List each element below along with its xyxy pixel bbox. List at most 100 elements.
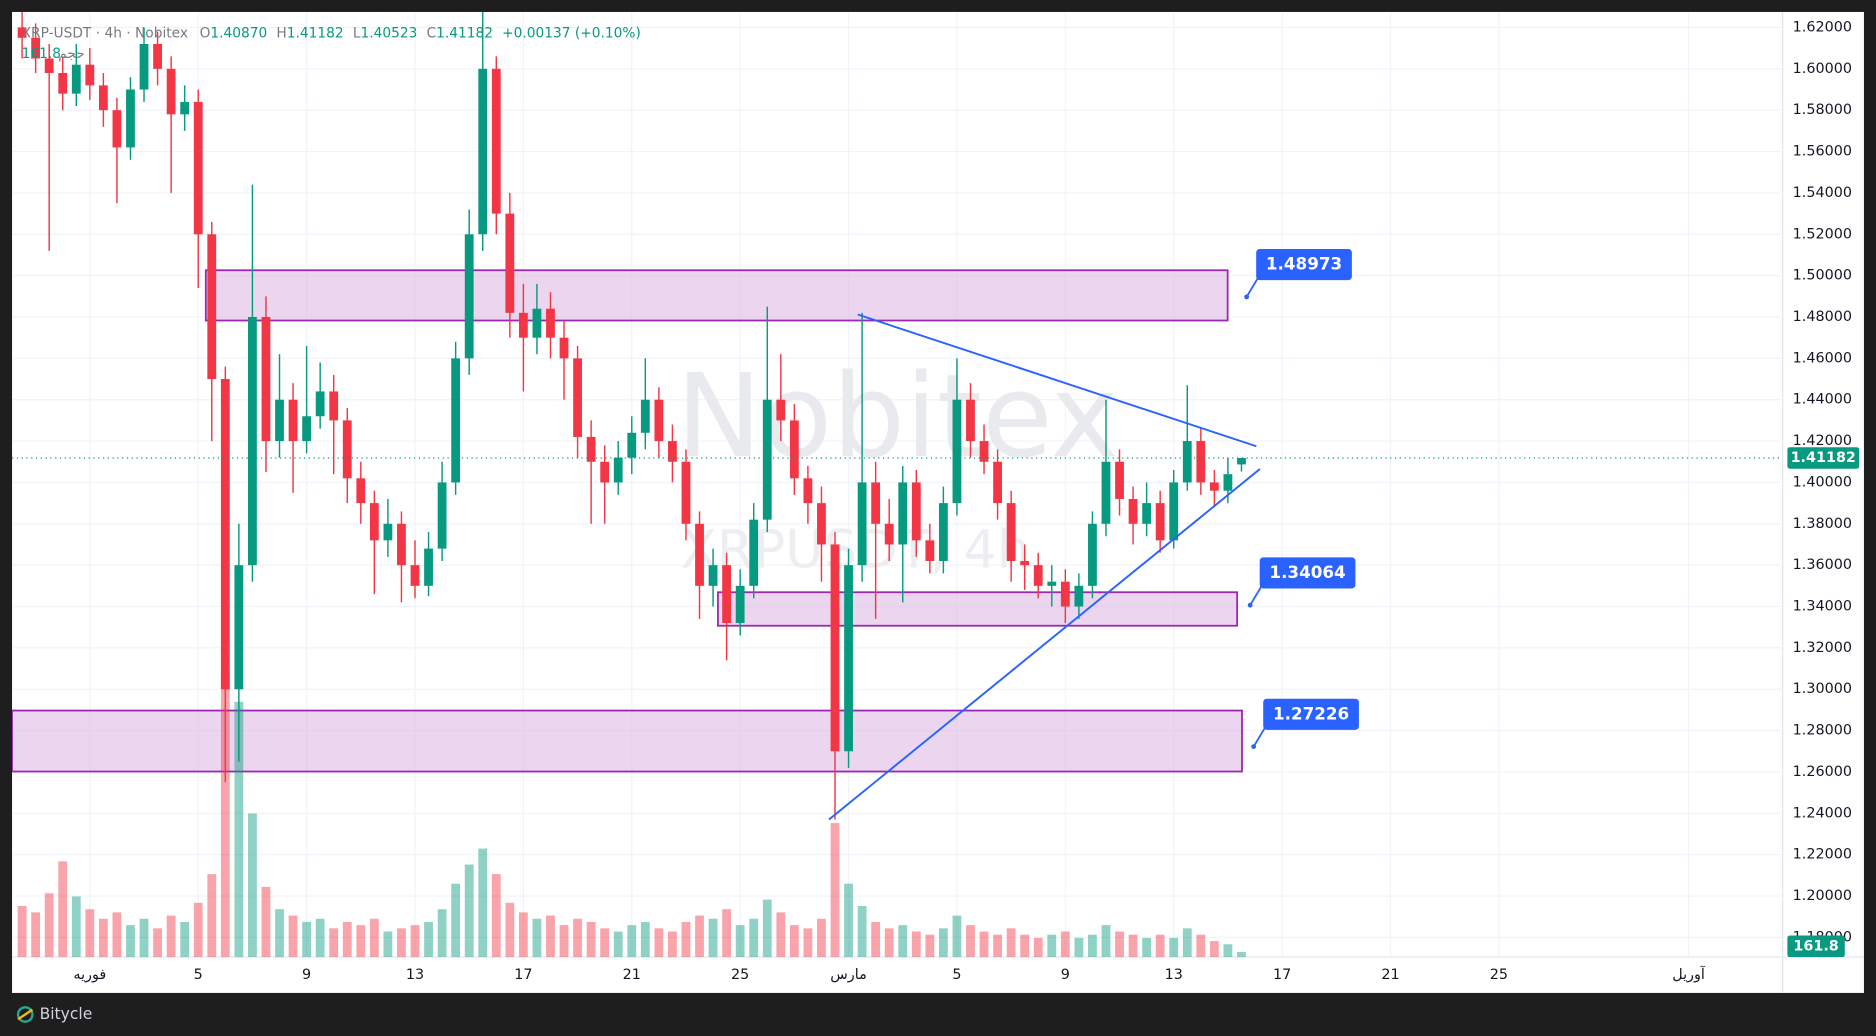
symbol: XRP-USDT · 4h · Nobitex xyxy=(22,25,188,41)
trendline xyxy=(828,468,1261,821)
candle-body xyxy=(640,399,650,433)
candle-body xyxy=(1101,461,1111,524)
volume-bar xyxy=(1155,934,1165,958)
candle-body xyxy=(424,548,433,586)
candle-body xyxy=(383,523,393,541)
y-tick-label: 1.52000 xyxy=(1793,226,1852,242)
volume-bar xyxy=(1182,928,1192,958)
volume-bar xyxy=(1115,931,1124,958)
volume-label: حجم xyxy=(58,46,85,62)
y-tick-label: 1.22000 xyxy=(1793,847,1852,863)
volume-bar xyxy=(288,915,298,958)
volume-bar xyxy=(478,848,488,958)
volume-bar xyxy=(1033,937,1043,958)
y-tick-label: 1.26000 xyxy=(1793,764,1852,780)
callout-box xyxy=(1256,249,1352,281)
last-price-label: 1.41182 xyxy=(1791,450,1856,466)
candle-body xyxy=(329,391,339,421)
volume-bar xyxy=(708,918,718,958)
zone xyxy=(204,269,1229,322)
watermark-sub: XRPUSDT, 4h xyxy=(681,519,1030,580)
volume-bar xyxy=(586,921,596,958)
y-tick-label: 1.32000 xyxy=(1793,640,1852,656)
volume-bar xyxy=(789,925,799,958)
zone xyxy=(717,591,1239,627)
candle-body xyxy=(708,565,718,586)
x-tick-label: 21 xyxy=(623,967,641,983)
candle-body xyxy=(1020,561,1030,566)
candle-body xyxy=(817,503,826,545)
x-tick-label: آوریل xyxy=(1672,965,1706,983)
volume-bar xyxy=(1128,934,1138,958)
candle-body xyxy=(613,457,623,483)
candle-body xyxy=(1196,441,1206,483)
candle-body xyxy=(85,64,95,86)
x-tick-label: 25 xyxy=(1490,967,1508,983)
volume-bar xyxy=(302,921,312,958)
candle-body xyxy=(884,523,894,545)
volume-bar xyxy=(85,909,95,958)
volume-bar xyxy=(261,886,271,958)
candle-body xyxy=(695,523,704,586)
trendline xyxy=(857,313,1257,448)
candle-body xyxy=(898,482,908,545)
callout-label: 1.34064 xyxy=(1269,562,1345,582)
volume-bar xyxy=(938,928,948,958)
y-tick-label: 1.44000 xyxy=(1793,392,1852,408)
plot xyxy=(12,11,1783,958)
candle-body xyxy=(1169,482,1179,541)
candle-body xyxy=(437,482,447,549)
candle-body xyxy=(193,101,203,235)
y-tick-label: 1.24000 xyxy=(1793,805,1852,821)
y-tick-label: 1.48000 xyxy=(1793,309,1852,325)
volume-bar xyxy=(1223,944,1233,958)
candle-body xyxy=(342,420,352,479)
change: +0.00137 (+0.10%) xyxy=(502,25,641,41)
volume-bar xyxy=(1142,937,1152,958)
candle-body xyxy=(518,312,528,338)
y-tick-label: 1.42000 xyxy=(1793,433,1852,449)
volume-bar xyxy=(437,909,447,958)
candle-body xyxy=(627,432,637,458)
candle-body xyxy=(31,37,41,59)
x-tick-label: 5 xyxy=(194,967,203,983)
callout-label: 1.48973 xyxy=(1266,254,1342,274)
volume-bar xyxy=(1169,937,1179,958)
volume-bar xyxy=(830,823,840,958)
x-tick-label: 21 xyxy=(1381,967,1399,983)
candle-body xyxy=(925,540,935,562)
volume-bar xyxy=(1020,934,1030,958)
callout-box xyxy=(1263,698,1359,730)
volume-bar xyxy=(925,934,935,958)
logo-stroke xyxy=(17,1008,34,1021)
candle-body xyxy=(1060,581,1070,607)
candle-body xyxy=(153,44,162,69)
candle-body xyxy=(952,399,962,504)
candle-body xyxy=(1209,482,1219,491)
volume-bar xyxy=(315,918,325,958)
candle-body xyxy=(71,64,81,94)
candle-body xyxy=(1155,503,1165,541)
candle-body xyxy=(275,399,284,442)
candle-body xyxy=(722,565,732,624)
watermark: Nobitex xyxy=(676,350,1119,484)
volume-bar xyxy=(356,925,366,958)
candle-body xyxy=(803,478,813,504)
candle-body xyxy=(979,441,989,462)
volume-tag-label: 161.8 xyxy=(1793,938,1838,954)
candle-body xyxy=(98,85,108,111)
volume-bar xyxy=(803,928,813,958)
candle-body xyxy=(654,399,664,442)
volume-bar xyxy=(762,899,772,958)
y-tick-label: 1.50000 xyxy=(1793,268,1852,284)
candle-body xyxy=(234,565,244,690)
callout-anchor xyxy=(1251,744,1257,749)
volume-bar xyxy=(207,874,217,958)
candle-body xyxy=(166,68,176,115)
volume-bar xyxy=(844,883,853,958)
candle-body xyxy=(789,420,799,479)
volume-bar xyxy=(993,934,1002,958)
logo xyxy=(16,1006,34,1023)
volume-bar xyxy=(451,883,461,958)
